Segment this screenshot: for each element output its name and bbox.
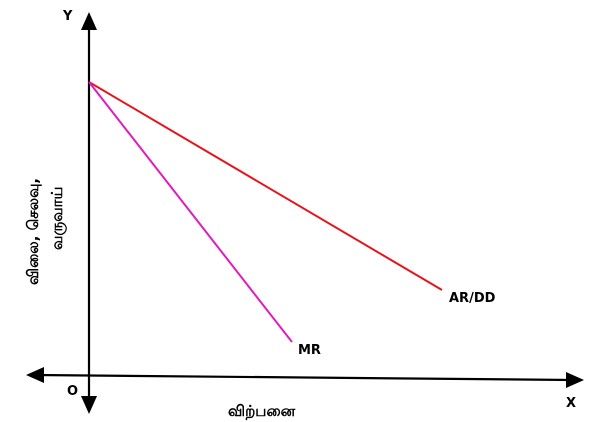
y-axis-title-line2: வருவாய்: [48, 187, 67, 250]
y-axis: [81, 12, 97, 414]
y-axis-up-arrowhead: [81, 12, 97, 30]
x-axis-left-arrowhead: [26, 367, 44, 383]
ar-dd-label: AR/DD: [449, 291, 496, 306]
y-axis-down-arrowhead: [81, 396, 97, 414]
y-axis-title-line1: விலை, செலவு,: [24, 178, 42, 285]
ar-dd-line: [89, 82, 442, 290]
y-axis-letter: Y: [62, 9, 73, 24]
origin-letter: O: [67, 384, 78, 399]
mr-line: [89, 82, 292, 342]
x-axis: [26, 367, 584, 388]
x-axis-title: விற்பனை: [228, 402, 296, 420]
x-axis-letter: X: [566, 396, 576, 411]
mr-label: MR: [298, 343, 321, 358]
x-axis-right-arrowhead: [566, 372, 584, 388]
